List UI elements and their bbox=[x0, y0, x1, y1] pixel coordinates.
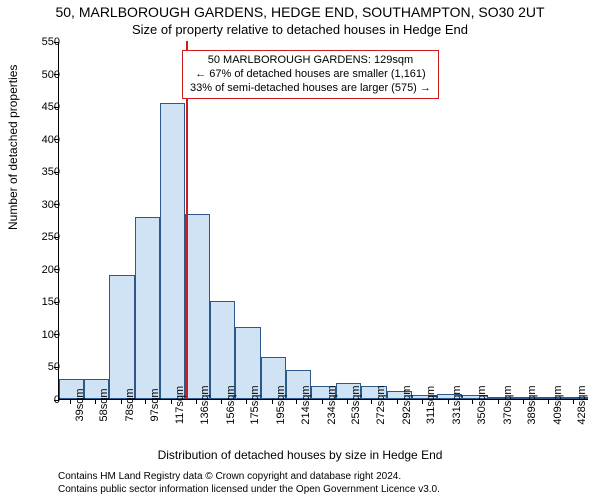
ytick-label: 100 bbox=[42, 329, 60, 341]
attribution-line2: Contains public sector information licen… bbox=[58, 484, 440, 497]
xtick-label: 97sqm bbox=[149, 388, 161, 421]
xtick-label: 253sqm bbox=[350, 385, 362, 424]
ytick-label: 500 bbox=[42, 69, 60, 81]
chart-title: 50, MARLBOROUGH GARDENS, HEDGE END, SOUT… bbox=[0, 4, 600, 20]
xtick-label: 272sqm bbox=[375, 385, 387, 424]
xtick-label: 58sqm bbox=[98, 388, 110, 421]
xtick-mark bbox=[322, 399, 323, 404]
xtick-mark bbox=[272, 399, 273, 404]
xtick-mark bbox=[246, 399, 247, 404]
annotation-line2: ← 67% of detached houses are smaller (1,… bbox=[190, 68, 431, 82]
xtick-mark bbox=[296, 399, 297, 404]
ytick-label: 350 bbox=[42, 166, 60, 178]
ytick-label: 150 bbox=[42, 296, 60, 308]
xtick-mark bbox=[573, 399, 574, 404]
xtick-label: 409sqm bbox=[552, 385, 564, 424]
xtick-mark bbox=[472, 399, 473, 404]
ytick-label: 0 bbox=[54, 394, 60, 406]
xtick-label: 117sqm bbox=[174, 386, 186, 424]
xtick-mark bbox=[145, 399, 146, 404]
histogram-bar bbox=[185, 214, 210, 400]
xtick-mark bbox=[121, 399, 122, 404]
xtick-mark bbox=[523, 399, 524, 404]
ytick-label: 300 bbox=[42, 199, 60, 211]
xtick-label: 214sqm bbox=[300, 385, 312, 424]
chart-subtitle: Size of property relative to detached ho… bbox=[0, 22, 600, 37]
chart-container: { "chart": { "type": "histogram", "title… bbox=[0, 0, 600, 500]
x-axis-label: Distribution of detached houses by size … bbox=[0, 448, 600, 462]
xtick-label: 39sqm bbox=[74, 388, 86, 421]
xtick-label: 136sqm bbox=[199, 385, 211, 424]
xtick-label: 195sqm bbox=[275, 385, 287, 424]
xtick-mark bbox=[548, 399, 549, 404]
xtick-mark bbox=[95, 399, 96, 404]
xtick-label: 428sqm bbox=[576, 385, 588, 424]
xtick-mark bbox=[422, 399, 423, 404]
xtick-mark bbox=[70, 399, 71, 404]
xtick-label: 350sqm bbox=[476, 385, 488, 424]
attribution-text: Contains HM Land Registry data © Crown c… bbox=[58, 471, 440, 496]
attribution-line1: Contains HM Land Registry data © Crown c… bbox=[58, 471, 440, 484]
xtick-mark bbox=[196, 399, 197, 404]
xtick-mark bbox=[498, 399, 499, 404]
histogram-bar bbox=[160, 103, 185, 399]
xtick-mark bbox=[347, 399, 348, 404]
ytick-label: 450 bbox=[42, 101, 60, 113]
ytick-label: 250 bbox=[42, 231, 60, 243]
ytick-label: 200 bbox=[42, 264, 60, 276]
xtick-label: 234sqm bbox=[326, 385, 338, 424]
xtick-mark bbox=[221, 399, 222, 404]
xtick-label: 389sqm bbox=[526, 385, 538, 424]
histogram-bar bbox=[135, 217, 160, 399]
ytick-label: 400 bbox=[42, 134, 60, 146]
ytick-label: 550 bbox=[42, 36, 60, 48]
xtick-mark bbox=[448, 399, 449, 404]
histogram-bar bbox=[210, 301, 235, 399]
annotation-line1: 50 MARLBOROUGH GARDENS: 129sqm bbox=[190, 54, 431, 68]
xtick-mark bbox=[371, 399, 372, 404]
xtick-label: 78sqm bbox=[124, 388, 136, 421]
xtick-label: 370sqm bbox=[502, 385, 514, 424]
histogram-bar bbox=[109, 275, 134, 399]
xtick-label: 331sqm bbox=[451, 385, 463, 424]
annotation-box: 50 MARLBOROUGH GARDENS: 129sqm ← 67% of … bbox=[182, 50, 439, 99]
ytick-label: 50 bbox=[48, 361, 60, 373]
xtick-mark bbox=[397, 399, 398, 404]
annotation-line3: 33% of semi-detached houses are larger (… bbox=[190, 82, 431, 96]
xtick-label: 311sqm bbox=[425, 386, 437, 424]
xtick-mark bbox=[171, 399, 172, 404]
xtick-label: 175sqm bbox=[249, 385, 261, 424]
xtick-label: 156sqm bbox=[225, 385, 237, 424]
y-axis-label: Number of detached properties bbox=[6, 65, 20, 230]
xtick-label: 292sqm bbox=[401, 385, 413, 424]
